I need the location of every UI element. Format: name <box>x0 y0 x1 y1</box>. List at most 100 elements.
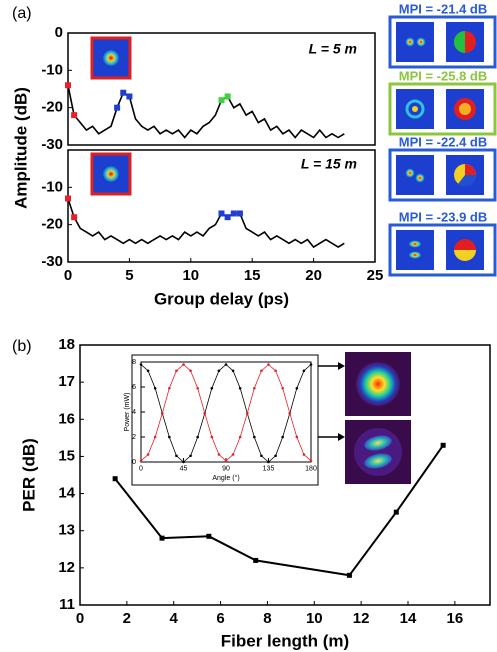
data-point <box>231 453 235 456</box>
mode-spot <box>408 251 422 259</box>
mode-ring <box>405 99 425 119</box>
data-point <box>302 369 306 373</box>
insets <box>90 15 497 486</box>
y-tick-label: 0 <box>55 24 63 41</box>
data-point <box>238 386 242 390</box>
data-point <box>238 435 242 439</box>
data-point <box>139 363 143 366</box>
y-tick-label: 0 <box>132 459 136 466</box>
mode-spot <box>405 168 415 178</box>
phase-part <box>465 164 476 175</box>
data-point <box>230 210 237 217</box>
x-tick-label: 5 <box>125 267 133 284</box>
x-axis-label: Angle (°) <box>212 474 239 482</box>
mode-spot <box>412 106 418 112</box>
y-tick-label: -30 <box>41 253 63 270</box>
x-tick-label: 12 <box>353 610 370 627</box>
mode-spot <box>415 173 425 183</box>
mode-lobe <box>364 453 392 469</box>
phase-half <box>454 31 465 53</box>
phase-half <box>454 250 476 261</box>
data-point <box>295 386 299 390</box>
data-point <box>224 214 231 221</box>
y-axis-label: Power (mW) <box>124 393 131 432</box>
data-point <box>218 97 225 104</box>
phase-core <box>459 103 471 115</box>
data-point <box>126 93 133 100</box>
data-point <box>281 435 284 439</box>
y-tick-label: 14 <box>58 485 75 502</box>
annotation: L = 15 m <box>301 156 357 172</box>
data-point <box>182 363 185 366</box>
y-axis-label: PER (dB) <box>19 438 38 512</box>
data-point <box>236 210 243 217</box>
x-tick-label: 16 <box>447 610 464 627</box>
data-point <box>159 535 165 541</box>
mode-image <box>396 155 434 195</box>
data-point <box>65 82 71 89</box>
y-tick-label: 17 <box>58 373 75 390</box>
x-tick-label: 10 <box>306 610 323 627</box>
data-point <box>146 453 150 456</box>
data-point <box>71 112 78 119</box>
x-tick-label: 14 <box>400 610 417 627</box>
data-point <box>274 369 277 373</box>
plot-frame <box>67 149 376 263</box>
data-point <box>253 557 259 563</box>
x-tick-label: 0 <box>139 465 143 472</box>
data-point <box>393 509 399 515</box>
data-point <box>218 210 225 217</box>
data-point <box>112 476 118 482</box>
x-tick-label: 180 <box>305 465 317 472</box>
mode-image <box>396 230 434 270</box>
x-tick-label: 20 <box>305 267 322 284</box>
mode-spot <box>102 49 120 67</box>
arrow-head <box>338 362 345 370</box>
data-point <box>189 454 192 458</box>
mpi-label: MPI = -23.9 dB <box>399 209 488 224</box>
mode-spot <box>416 37 426 47</box>
data-point <box>281 386 284 390</box>
data-point <box>245 411 249 415</box>
mode-spot <box>405 37 415 47</box>
data-point <box>160 411 164 415</box>
y-tick-label: 11 <box>59 596 75 613</box>
inset-frame <box>131 354 319 486</box>
data-point <box>203 411 207 415</box>
mode-image <box>90 36 132 80</box>
data-point <box>196 435 199 439</box>
data-point <box>267 363 270 366</box>
y-tick-label: 18 <box>58 336 75 353</box>
x-tick-label: 0 <box>76 610 84 627</box>
data-point <box>120 89 127 96</box>
y-tick-label: 4 <box>132 409 136 416</box>
panel-label: (a) <box>12 5 32 22</box>
data-point <box>65 195 71 202</box>
panel-label: (b) <box>12 338 32 355</box>
data-point <box>288 411 292 415</box>
x-tick-label: 25 <box>367 267 384 284</box>
data-point <box>224 363 228 366</box>
data-point <box>153 386 157 390</box>
y-tick-label: 2 <box>132 434 136 441</box>
data-point <box>267 460 270 464</box>
y-tick-label: -20 <box>41 216 63 233</box>
x-tick-label: 2 <box>123 610 131 627</box>
y-tick-label: -30 <box>41 136 63 153</box>
y-tick-label: 15 <box>58 447 75 464</box>
y-tick-label: 13 <box>58 522 75 539</box>
y-tick-label: 6 <box>132 384 136 391</box>
data-point <box>206 533 212 539</box>
data-point <box>224 93 231 100</box>
y-tick-label: 12 <box>58 559 75 576</box>
series-line <box>67 198 345 249</box>
data-point <box>274 454 277 458</box>
y-tick-label: 8 <box>132 359 136 366</box>
data-point <box>253 386 256 390</box>
x-tick-label: 15 <box>244 267 261 284</box>
data-point <box>146 369 150 373</box>
mode-halo <box>354 428 402 476</box>
x-tick-label: 45 <box>180 465 188 472</box>
